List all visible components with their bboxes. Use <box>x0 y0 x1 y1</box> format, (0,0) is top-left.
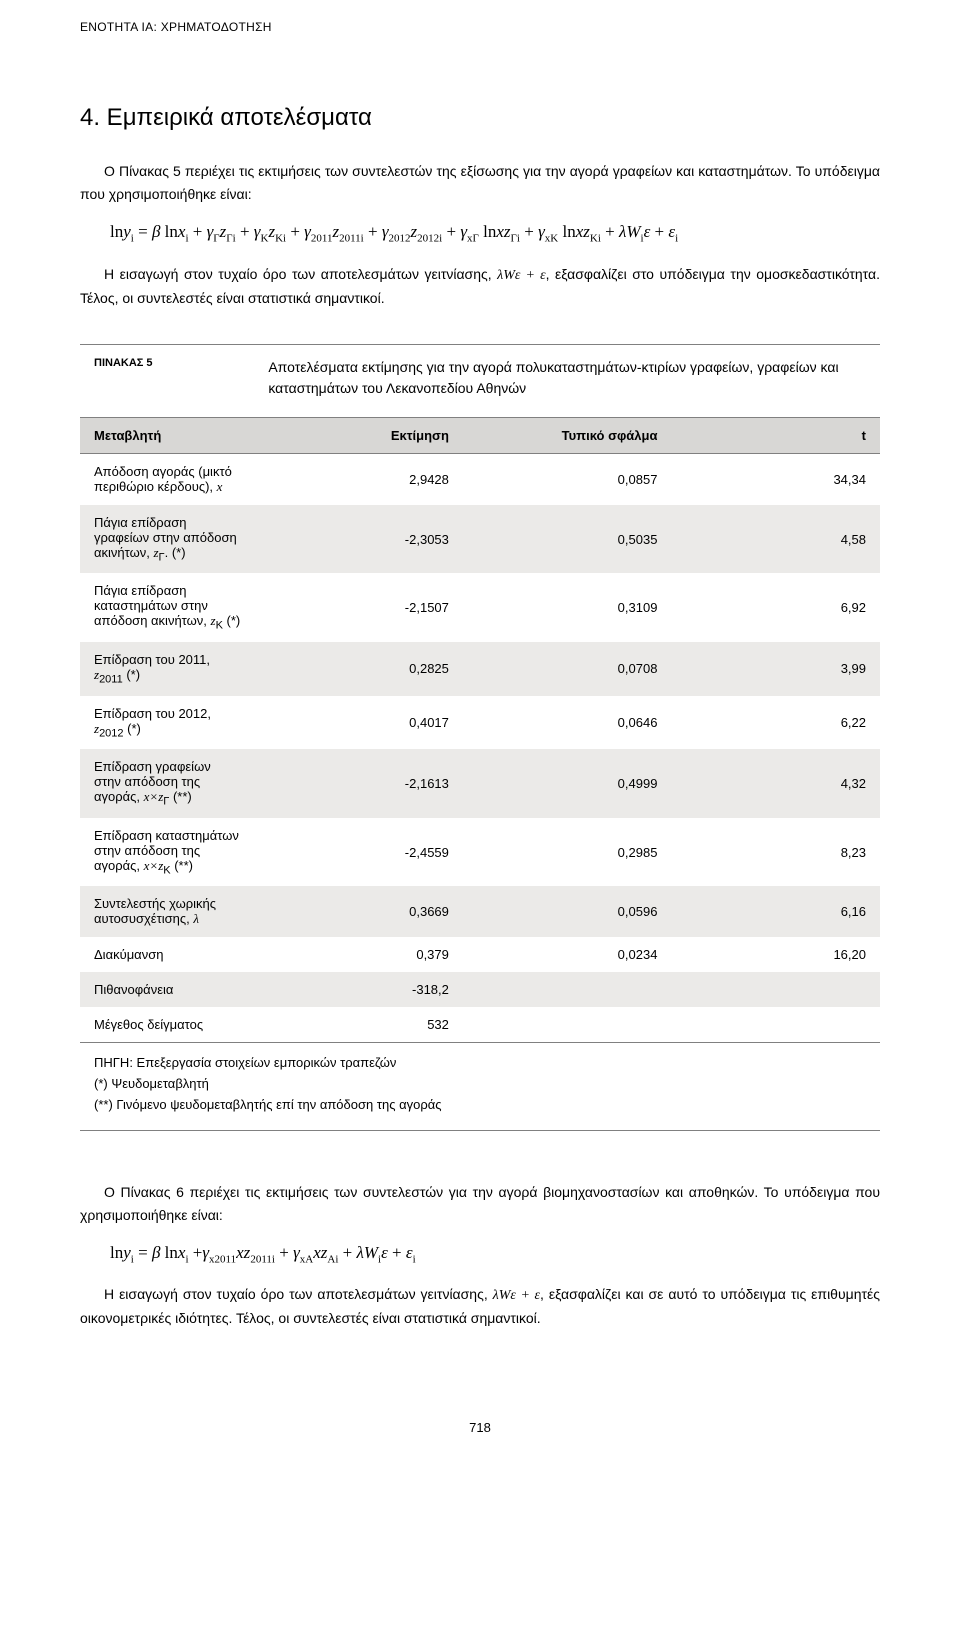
cell-variable: Απόδοση αγοράς (μικτό περιθώριο κέρδους)… <box>80 453 254 505</box>
table-row: Πάγια επίδραση γραφείων στην απόδοση ακι… <box>80 505 880 574</box>
cell-variable: Επίδραση του 2012, z2012 (*) <box>80 696 254 750</box>
table-body: Απόδοση αγοράς (μικτό περιθώριο κέρδους)… <box>80 453 880 1043</box>
cell-stderr: 0,0234 <box>463 937 672 972</box>
table-row: Απόδοση αγοράς (μικτό περιθώριο κέρδους)… <box>80 453 880 505</box>
cell-stderr: 0,3109 <box>463 573 672 642</box>
paragraph-4: Η εισαγωγή στον τυχαίο όρο των αποτελεσμ… <box>80 1283 880 1330</box>
table-row: Πάγια επίδραση καταστημάτων στην απόδοση… <box>80 573 880 642</box>
cell-variable: Επίδραση του 2011, z2011 (*) <box>80 642 254 696</box>
cell-stderr: 0,5035 <box>463 505 672 574</box>
cell-variable: Πιθανοφάνεια <box>80 972 254 1007</box>
cell-estimate: -2,1613 <box>254 749 463 818</box>
cell-estimate: -2,1507 <box>254 573 463 642</box>
cell-t: 3,99 <box>671 642 880 696</box>
formula-1: lnyi = β lnxi + γΓzΓi + γKzKi + γ2011z20… <box>110 222 880 244</box>
cell-stderr: 0,4999 <box>463 749 672 818</box>
cell-t: 34,34 <box>671 453 880 505</box>
cell-estimate: 0,4017 <box>254 696 463 750</box>
cell-t <box>671 1007 880 1043</box>
cell-variable: Πάγια επίδραση γραφείων στην απόδοση ακι… <box>80 505 254 574</box>
page-number: 718 <box>80 1420 880 1435</box>
cell-stderr <box>463 972 672 1007</box>
table-header-row: Μεταβλητή Εκτίμηση Τυπικό σφάλμα t <box>80 417 880 453</box>
cell-variable: Διακύμανση <box>80 937 254 972</box>
cell-t: 16,20 <box>671 937 880 972</box>
paragraph-3: Ο Πίνακας 6 περιέχει τις εκτιμήσεις των … <box>80 1181 880 1227</box>
cell-estimate: 2,9428 <box>254 453 463 505</box>
cell-estimate: -2,4559 <box>254 818 463 887</box>
formula-2: lnyi = β lnxi +γx2011xz2011i + γxAxzAi +… <box>110 1243 880 1265</box>
col-t: t <box>671 417 880 453</box>
cell-variable: Μέγεθος δείγματος <box>80 1007 254 1043</box>
cell-t: 8,23 <box>671 818 880 887</box>
cell-stderr: 0,0646 <box>463 696 672 750</box>
cell-variable: Πάγια επίδραση καταστημάτων στην απόδοση… <box>80 573 254 642</box>
section-title: 4. Εμπειρικά αποτελέσματα <box>80 104 880 132</box>
cell-estimate: 0,3669 <box>254 886 463 937</box>
cell-variable: Επίδραση καταστημάτων στην απόδοση της α… <box>80 818 254 887</box>
cell-t: 6,22 <box>671 696 880 750</box>
col-variable: Μεταβλητή <box>80 417 254 453</box>
cell-stderr: 0,0708 <box>463 642 672 696</box>
cell-variable: Συντελεστής χωρικής αυτοσυσχέτισης, λ <box>80 886 254 937</box>
table-row: Μέγεθος δείγματος532 <box>80 1007 880 1043</box>
table-row: Επίδραση του 2011, z2011 (*)0,28250,0708… <box>80 642 880 696</box>
table-row: Πιθανοφάνεια-318,2 <box>80 972 880 1007</box>
table-notes-row: ΠΗΓΗ: Επεξεργασία στοιχείων εμπορικών τρ… <box>80 1043 880 1130</box>
cell-stderr: 0,0857 <box>463 453 672 505</box>
cell-variable: Επίδραση γραφείων στην απόδοση της αγορά… <box>80 749 254 818</box>
table-caption-label: ΠΙΝΑΚΑΣ 5 <box>80 344 254 417</box>
col-estimate: Εκτίμηση <box>254 417 463 453</box>
cell-t: 6,16 <box>671 886 880 937</box>
cell-estimate: -318,2 <box>254 972 463 1007</box>
table-5: ΠΙΝΑΚΑΣ 5 Αποτελέσματα εκτίμησης για την… <box>80 344 880 1131</box>
table-notes: ΠΗΓΗ: Επεξεργασία στοιχείων εμπορικών τρ… <box>80 1043 880 1130</box>
table-row: Επίδραση καταστημάτων στην απόδοση της α… <box>80 818 880 887</box>
col-stderr: Τυπικό σφάλμα <box>463 417 672 453</box>
cell-stderr <box>463 1007 672 1043</box>
cell-t: 4,58 <box>671 505 880 574</box>
cell-estimate: 0,2825 <box>254 642 463 696</box>
cell-t: 4,32 <box>671 749 880 818</box>
cell-stderr: 0,2985 <box>463 818 672 887</box>
section-header: ΕΝΟΤΗΤΑ ΙΑ: ΧΡΗΜΑΤΟΔΟΤΗΣΗ <box>80 20 880 34</box>
table-row: Διακύμανση0,3790,023416,20 <box>80 937 880 972</box>
cell-estimate: 0,379 <box>254 937 463 972</box>
paragraph-1: Ο Πίνακας 5 περιέχει τις εκτιμήσεις των … <box>80 160 880 206</box>
paragraph-2: Η εισαγωγή στον τυχαίο όρο των αποτελεσμ… <box>80 263 880 310</box>
cell-stderr: 0,0596 <box>463 886 672 937</box>
table-row: Επίδραση γραφείων στην απόδοση της αγορά… <box>80 749 880 818</box>
page: ΕΝΟΤΗΤΑ ΙΑ: ΧΡΗΜΑΤΟΔΟΤΗΣΗ 4. Εμπειρικά α… <box>0 0 960 1475</box>
table-row: Συντελεστής χωρικής αυτοσυσχέτισης, λ0,3… <box>80 886 880 937</box>
cell-t <box>671 972 880 1007</box>
table-caption-text: Αποτελέσματα εκτίμησης για την αγορά πολ… <box>254 344 880 417</box>
cell-estimate: 532 <box>254 1007 463 1043</box>
table-caption-row: ΠΙΝΑΚΑΣ 5 Αποτελέσματα εκτίμησης για την… <box>80 344 880 417</box>
cell-t: 6,92 <box>671 573 880 642</box>
table-row: Επίδραση του 2012, z2012 (*)0,40170,0646… <box>80 696 880 750</box>
cell-estimate: -2,3053 <box>254 505 463 574</box>
